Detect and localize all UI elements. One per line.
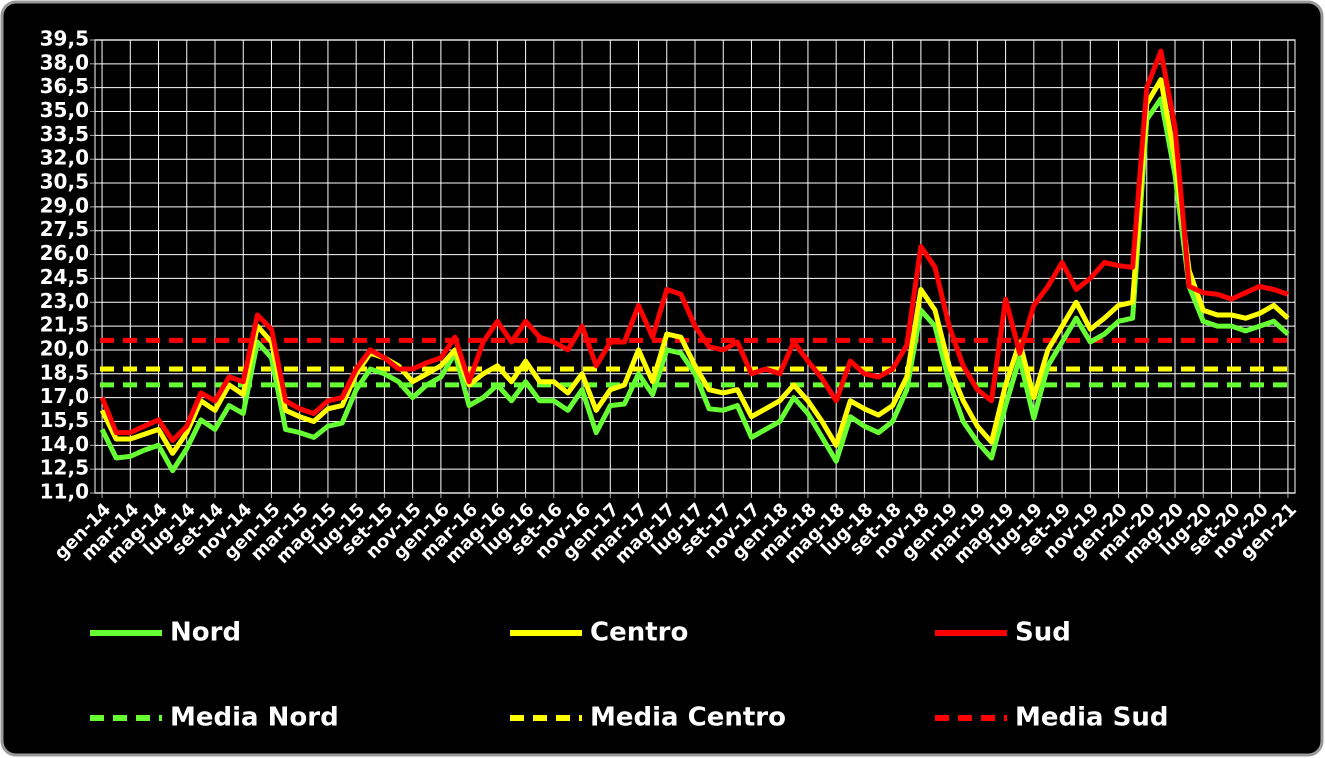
y-tick-label: 21,5 <box>40 313 89 337</box>
y-tick-label: 26,0 <box>40 241 89 265</box>
series-line <box>99 48 1289 443</box>
series-line <box>99 96 1290 474</box>
y-tick-label: 18,5 <box>40 360 89 384</box>
y-tick-label: 29,0 <box>40 193 89 217</box>
legend-label: Media Nord <box>170 703 339 733</box>
y-tick-label: 38,0 <box>40 50 89 74</box>
y-tick-label: 23,0 <box>40 289 89 313</box>
y-tick-label: 12,5 <box>40 456 89 480</box>
y-tick-label: 32,0 <box>40 146 89 170</box>
legend-label: Nord <box>170 618 241 648</box>
legend-label: Centro <box>590 618 688 648</box>
y-tick-label: 20,0 <box>40 336 89 360</box>
y-tick-label: 24,5 <box>40 265 89 289</box>
y-tick-label: 33,5 <box>40 122 89 146</box>
legend-label: Media Sud <box>1015 703 1168 733</box>
y-tick-label: 17,0 <box>40 384 89 408</box>
y-tick-label: 39,5 <box>40 27 89 51</box>
y-tick-label: 15,5 <box>40 408 89 432</box>
y-tick-label: 27,5 <box>40 217 89 241</box>
legend-label: Sud <box>1015 618 1071 648</box>
y-tick-label: 35,0 <box>40 98 89 122</box>
y-tick-label: 36,5 <box>40 74 89 98</box>
y-tick-label: 30,5 <box>40 170 89 194</box>
series-line <box>99 77 1290 456</box>
y-tick-label: 14,0 <box>40 432 89 456</box>
legend-label: Media Centro <box>590 703 786 733</box>
y-tick-label: 11,0 <box>40 480 89 504</box>
